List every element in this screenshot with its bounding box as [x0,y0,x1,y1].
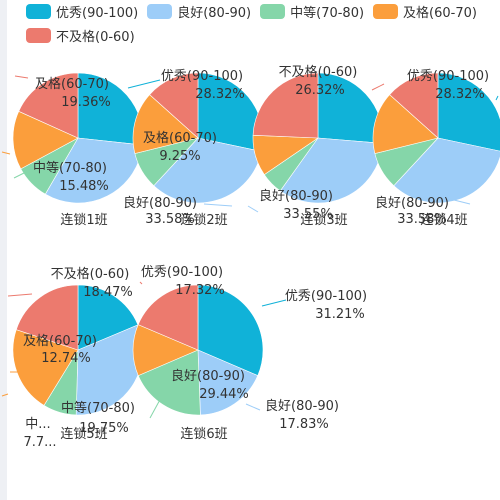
data-label-name: 优秀(90-100) [407,69,489,84]
legend-item-pass[interactable]: 及格(60-70) [373,2,477,21]
data-label-name: 中等(70-80) [33,160,107,176]
leader-line [1,151,11,155]
pie-chart-1 [12,72,144,204]
data-label-value: 26.32% [295,83,345,98]
pie-slice-5-1 [77,284,139,351]
data-label-name: 及格(60-70) [35,76,109,92]
data-label-value: 19.75% [79,421,129,436]
leader-line [1,393,9,397]
data-label-value: 29.44% [199,387,249,402]
pie-title: 连锁5班 [60,426,107,442]
leader-line [13,171,27,179]
legend-swatch [260,4,286,19]
data-label-name: 中... [25,417,50,432]
pie-title: 连锁4班 [420,212,467,228]
legend-item-medium[interactable]: 中等(70-80) [260,2,364,21]
pie-chart-6 [132,284,264,416]
data-label-value: 28.32% [195,87,245,102]
pie-slice-6-1 [197,284,264,377]
legend-label: 及格(60-70) [403,6,477,21]
pie-slice-2-4 [132,94,199,154]
left-edge-strip [0,0,7,500]
pie-chart-2 [132,72,264,204]
pie-slice-2-2 [153,137,262,204]
legend-item-good[interactable]: 良好(80-90) [147,2,251,21]
leader-line [437,195,471,205]
leader-line [371,83,385,91]
data-label-value: 12.74% [41,351,91,366]
data-label-value: 31.21% [315,307,365,322]
pie-slice-4-4 [372,94,439,154]
pie-slice-6-2 [197,349,259,416]
pie-slice-4-5 [389,72,439,139]
data-label-name: 及格(60-70) [143,130,217,146]
pie-chart-4 [372,72,500,204]
leader-line [127,79,161,89]
data-label-value: 33.55% [283,207,333,222]
leader-line [203,203,233,207]
legend-label: 优秀(90-100) [56,6,139,21]
data-label-name: 及格(60-70) [23,333,97,349]
legend-item-fail[interactable]: 不及格(0-60) [26,26,135,45]
data-label-name: 良好(80-90) [171,368,245,384]
legend-swatch [373,4,399,19]
leader-line [139,281,143,285]
pie-slice-2-5 [149,72,199,139]
data-label-name: 不及格(0-60) [51,266,130,282]
pie-title: 连锁2班 [180,212,227,228]
pie-title: 连锁1班 [60,212,107,228]
pie-slice-4-1 [437,72,500,152]
pie-slice-6-3 [137,349,201,416]
pie-chart-3 [252,72,384,204]
data-label-value: 17.32% [175,283,225,298]
data-label-value: 33.58% [145,212,195,227]
legend-label: 中等(70-80) [290,6,365,21]
leader-line [149,395,163,419]
data-label-value: 9.25% [159,149,200,164]
data-label-name: 良好(80-90) [123,195,197,211]
data-label-name: 良好(80-90) [375,195,449,211]
data-label-name: 中等(70-80) [61,400,135,416]
data-label-name: 良好(80-90) [259,188,333,204]
pie-slice-4-2 [393,137,500,204]
pie-slice-1-5 [18,72,79,139]
data-label-value: 15.48% [59,179,109,194]
data-label-value: 18.47% [83,285,133,300]
legend-item-excellent[interactable]: 优秀(90-100) [26,2,138,21]
legend: 优秀(90-100) 良好(80-90) 中等(70-80) 及格(60-70)… [26,2,500,45]
legend-swatch [26,4,51,19]
pie-slice-6-5 [137,284,199,351]
legend-swatch [26,28,51,43]
leader-line [14,75,29,79]
pie-chart-5 [12,284,144,416]
legend-label: 不及格(0-60) [56,30,135,45]
data-label-name: 优秀(90-100) [161,69,243,84]
data-label-value: 28.32% [435,87,485,102]
data-label-value: 7.7... [23,435,56,450]
leader-line [245,403,261,411]
data-label-name: 优秀(90-100) [141,265,223,280]
legend-swatch [147,4,173,19]
leader-line [495,95,499,101]
pie-slice-1-4 [12,110,79,170]
pie-slice-5-5 [15,284,79,351]
data-label-value: 17.83% [279,417,329,432]
leader-line [261,299,287,307]
pie-slice-3-5 [252,72,319,139]
data-label-name: 良好(80-90) [265,398,339,414]
data-label-name: 优秀(90-100) [285,289,367,304]
data-label-value: 33.58% [397,212,447,227]
leader-line [7,293,33,297]
data-label-value: 19.36% [61,95,111,110]
legend-label: 良好(80-90) [177,6,252,21]
pie-title: 连锁6班 [180,426,227,442]
pie-title: 连锁3班 [300,212,347,228]
leader-line [247,205,259,213]
data-label-name: 不及格(0-60) [279,64,358,80]
